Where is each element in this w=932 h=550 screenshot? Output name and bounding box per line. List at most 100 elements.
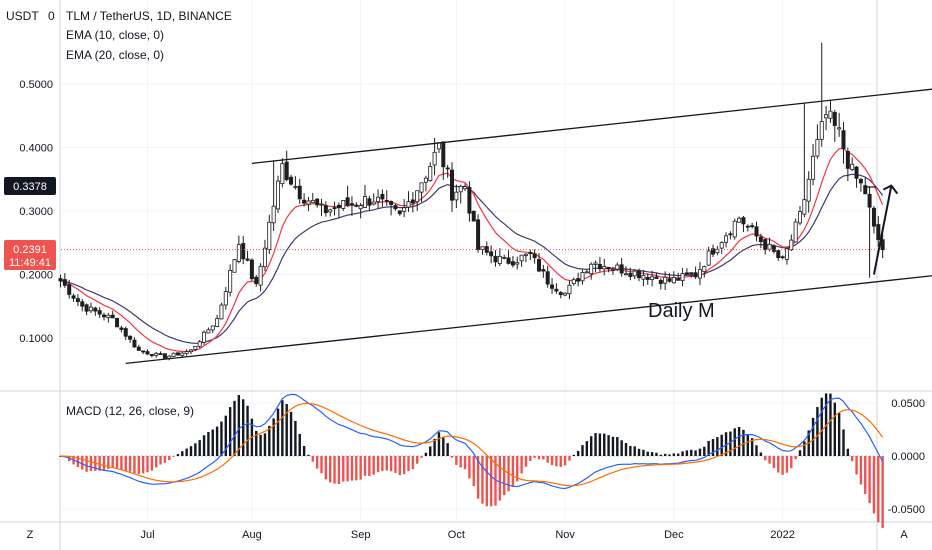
candle-body bbox=[258, 265, 263, 286]
candle-body bbox=[328, 209, 333, 213]
macd-histogram-bar bbox=[542, 456, 545, 460]
macd-histogram-bar bbox=[642, 449, 645, 456]
macd-histogram-bar bbox=[698, 448, 702, 456]
candle-body bbox=[202, 331, 207, 343]
time-tick-label: Jul bbox=[140, 529, 154, 541]
level-price-label: 0.3378 bbox=[13, 181, 47, 193]
macd-histogram-bar bbox=[124, 456, 127, 471]
macd-histogram-bar bbox=[394, 456, 397, 473]
macd-histogram-bar bbox=[677, 453, 680, 456]
macd-histogram-bar bbox=[115, 456, 119, 469]
price-axis[interactable]: 0.5000 0.4000 0.3000 0.2000 0.1000 bbox=[19, 79, 53, 345]
candle-body bbox=[362, 196, 367, 208]
level-price-badge bbox=[4, 177, 56, 195]
candle-body bbox=[697, 269, 702, 279]
candle-body bbox=[454, 191, 459, 201]
macd-histogram-bar bbox=[407, 456, 410, 472]
macd-histogram-bar bbox=[120, 456, 123, 470]
macd-histogram-bar bbox=[298, 433, 301, 456]
candle-body bbox=[210, 325, 215, 331]
macd-histogram-bar bbox=[329, 456, 332, 483]
macd-histogram-bar bbox=[429, 446, 432, 456]
macd-histogram-bar bbox=[781, 456, 784, 475]
candle-body bbox=[858, 179, 863, 184]
candle-body bbox=[811, 155, 816, 180]
macd-histogram-bar bbox=[598, 433, 602, 456]
macd-histogram-bar bbox=[237, 395, 241, 456]
macd-histogram-bar bbox=[798, 450, 802, 456]
candle-body bbox=[158, 353, 163, 355]
candle-body bbox=[689, 272, 694, 275]
candle-body bbox=[763, 239, 768, 251]
macd-histogram-bar bbox=[320, 456, 323, 474]
candle-body bbox=[493, 255, 498, 263]
candle-body bbox=[445, 167, 450, 170]
macd-histogram-bar bbox=[516, 456, 519, 482]
macd-histogram-bar bbox=[711, 439, 715, 456]
candle-body bbox=[576, 278, 581, 282]
candle-body bbox=[715, 248, 720, 254]
candle-body bbox=[262, 247, 267, 268]
macd-histogram-bar bbox=[185, 448, 188, 456]
macd-histogram-bar bbox=[450, 456, 454, 458]
trendline bbox=[125, 275, 932, 365]
time-tick-label: Aug bbox=[242, 529, 262, 541]
macd-histogram-bar bbox=[337, 456, 341, 485]
macd-histogram-bar bbox=[811, 417, 815, 456]
macd-histogram-bar bbox=[663, 453, 667, 456]
candle-body bbox=[323, 205, 328, 214]
candle-body bbox=[867, 193, 872, 208]
macd-histogram-bar bbox=[159, 456, 162, 465]
annotation-daily-m[interactable]: Daily M bbox=[648, 300, 715, 322]
macd-histogram-bar bbox=[228, 407, 232, 456]
candle-body bbox=[597, 264, 602, 270]
indicator-ema20-label[interactable]: EMA (20, close, 0) bbox=[66, 48, 164, 62]
indicator-ema10-label[interactable]: EMA (10, close, 0) bbox=[66, 28, 164, 42]
macd-histogram-bar bbox=[864, 456, 867, 494]
macd-histogram-bar bbox=[489, 456, 493, 507]
candle-body bbox=[554, 288, 559, 292]
candle-body bbox=[380, 193, 385, 200]
macd-histogram-bar bbox=[376, 456, 380, 473]
macd-histogram-bar bbox=[416, 456, 419, 464]
candle-body bbox=[419, 182, 424, 193]
macd-histogram-bar bbox=[372, 456, 375, 475]
macd-histogram-bar bbox=[729, 431, 732, 456]
macd-indicator-label[interactable]: MACD (12, 26, close, 9) bbox=[66, 404, 194, 418]
drawings[interactable] bbox=[61, 71, 932, 365]
candle-body bbox=[523, 253, 528, 256]
candle-body bbox=[241, 243, 246, 260]
auto-scale-button[interactable]: A bbox=[900, 529, 908, 541]
auto-scale-left-button[interactable]: Z bbox=[27, 529, 34, 541]
candle-body bbox=[145, 351, 150, 355]
macd-histogram-bar bbox=[476, 456, 480, 499]
macd-histogram-bar bbox=[694, 450, 697, 456]
macd-tick-label: 0.0500 bbox=[891, 398, 925, 410]
candle-body bbox=[624, 273, 629, 276]
macd-histogram-bar bbox=[655, 452, 658, 456]
macd-histogram-bar bbox=[128, 456, 132, 472]
candle-body bbox=[467, 186, 472, 214]
macd-histogram-bar bbox=[750, 438, 754, 456]
candle-body bbox=[254, 276, 259, 285]
macd-histogram-bar bbox=[851, 456, 854, 462]
candle-body bbox=[67, 284, 72, 295]
candle-body bbox=[828, 110, 833, 119]
candle-body bbox=[132, 339, 137, 348]
macd-histogram-bar bbox=[620, 440, 623, 456]
candle-body bbox=[880, 239, 885, 251]
macd-histogram-bar bbox=[215, 426, 219, 456]
candle-body bbox=[184, 351, 189, 354]
candle-body bbox=[515, 262, 520, 265]
candle-body bbox=[676, 277, 681, 281]
time-tick-label: 2022 bbox=[770, 529, 794, 541]
macd-axis[interactable]: 0.0500 0.0000 -0.0500 bbox=[888, 398, 925, 516]
candle-body bbox=[128, 335, 133, 340]
time-axis[interactable]: Jul Aug Sep Oct Nov Dec 2022 bbox=[140, 529, 794, 541]
candle-body bbox=[193, 345, 198, 350]
macd-histogram-bar bbox=[581, 445, 584, 456]
macd-histogram-bar bbox=[259, 434, 262, 456]
candle-body bbox=[602, 266, 607, 270]
symbol-title[interactable]: TLM / TetherUS, 1D, BINANCE bbox=[66, 9, 232, 23]
